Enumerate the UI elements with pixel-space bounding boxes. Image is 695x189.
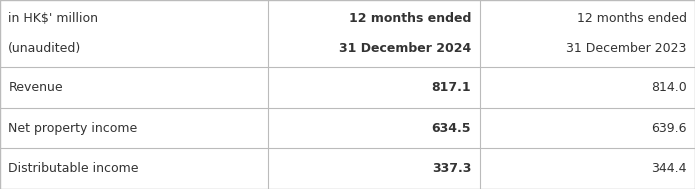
Text: (unaudited): (unaudited) <box>8 42 81 55</box>
Text: Net property income: Net property income <box>8 122 138 135</box>
Text: 31 December 2023: 31 December 2023 <box>566 42 687 55</box>
Text: 817.1: 817.1 <box>432 81 471 94</box>
Text: 814.0: 814.0 <box>651 81 687 94</box>
Text: 337.3: 337.3 <box>432 162 471 175</box>
Text: Revenue: Revenue <box>8 81 63 94</box>
Text: 634.5: 634.5 <box>432 122 471 135</box>
Text: 31 December 2024: 31 December 2024 <box>339 42 471 55</box>
Text: 639.6: 639.6 <box>651 122 687 135</box>
Text: 12 months ended: 12 months ended <box>349 12 471 25</box>
Text: in HK$' million: in HK$' million <box>8 12 98 25</box>
Text: Distributable income: Distributable income <box>8 162 139 175</box>
Text: 344.4: 344.4 <box>651 162 687 175</box>
Text: 12 months ended: 12 months ended <box>577 12 687 25</box>
